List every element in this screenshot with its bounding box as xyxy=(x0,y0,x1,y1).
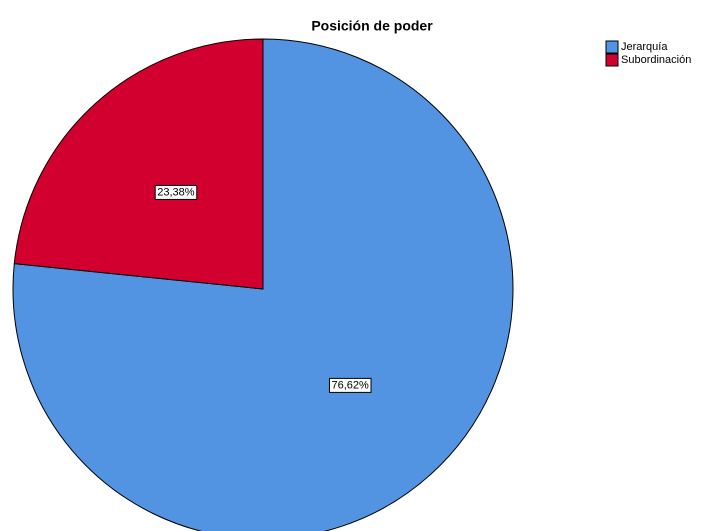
legend-label: Subordinación xyxy=(621,54,691,66)
value-label: 23,38% xyxy=(157,186,195,198)
value-label-box xyxy=(154,184,198,200)
legend-swatch xyxy=(605,40,619,54)
pie-slice xyxy=(13,38,264,290)
legend-swatch xyxy=(605,53,619,67)
chart-title: Posición de poder xyxy=(311,18,433,34)
legend-label: Jerarquía xyxy=(621,41,668,53)
value-label: 76,62% xyxy=(331,379,369,391)
value-label-box xyxy=(328,377,372,393)
